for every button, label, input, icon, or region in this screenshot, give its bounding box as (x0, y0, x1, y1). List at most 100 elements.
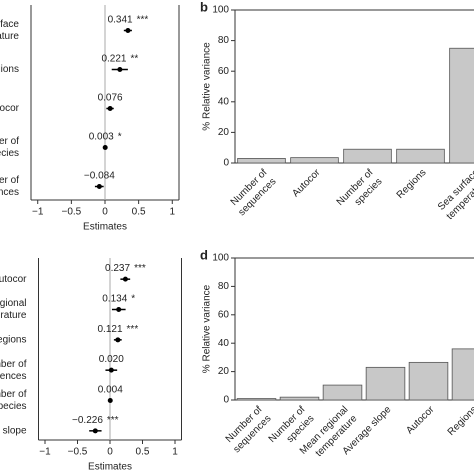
significance: *** (137, 14, 149, 25)
row-label: sequences (0, 371, 27, 382)
value-label: 0.341 *** (108, 14, 149, 25)
y-tick-label: 60 (218, 309, 230, 320)
estimate-point (107, 398, 113, 403)
estimate-point (107, 106, 113, 111)
significance: * (131, 293, 135, 304)
value-text: 0.341 (108, 14, 133, 25)
estimate-point (122, 276, 128, 282)
x-tick-label: 0 (102, 207, 108, 218)
value-label: 0.121 *** (98, 323, 139, 334)
bar (236, 398, 277, 401)
y-tick-label: 100 (212, 253, 229, 264)
value-label: 0.004 (98, 384, 123, 395)
value-label: 0.221 ** (101, 53, 138, 64)
row-label: species (0, 401, 27, 412)
panel-label: b (200, 0, 208, 14)
y-tick-label: 100 (212, 5, 229, 16)
row-label: Mean regional (0, 298, 27, 309)
bar (449, 47, 474, 164)
y-axis-label: % Relative variance (202, 42, 213, 131)
row-label: Regions (0, 334, 27, 345)
value-text: 0.237 (105, 263, 130, 274)
x-tick-label: 1 (169, 207, 175, 218)
y-tick-label: 80 (218, 35, 230, 46)
x-tick-label: 0.5 (132, 207, 146, 218)
row-label: temperature (0, 310, 27, 321)
x-tick-label: Regions (446, 404, 474, 438)
y-tick-label: 40 (218, 338, 230, 349)
y-tick-label: 80 (218, 281, 230, 292)
row-label: Number of (0, 136, 19, 147)
x-tick-label: Autocor (290, 167, 323, 200)
row-label: Number of (0, 359, 27, 370)
y-axis-label: % Relative variance (202, 284, 213, 373)
row-label: species (0, 148, 19, 159)
significance: * (118, 131, 122, 142)
value-label: 0.134 * (102, 293, 135, 304)
y-tick-label: 0 (223, 158, 229, 169)
estimate-point (108, 367, 114, 373)
value-label: 0.020 (99, 354, 124, 365)
significance: *** (127, 323, 139, 334)
value-text: 0.020 (99, 354, 124, 365)
x-axis-label: Estimates (83, 222, 127, 233)
bar (408, 361, 449, 401)
bar (343, 148, 392, 164)
y-tick-label: 20 (218, 127, 230, 138)
x-tick-label: −1 (32, 207, 44, 218)
estimate-point (102, 145, 108, 150)
row-label: Number of (0, 389, 27, 400)
value-text: 0.003 (89, 131, 114, 142)
row-label: temperature (0, 31, 19, 42)
estimate-point (96, 184, 102, 189)
x-tick-label: 0 (107, 447, 113, 458)
row-label: Number of (0, 175, 19, 186)
value-text: −0.226 (72, 414, 103, 425)
panel-label: d (200, 247, 208, 262)
y-tick-label: 60 (218, 66, 230, 77)
value-text: 0.221 (101, 53, 126, 64)
significance: ** (130, 53, 138, 64)
estimate-point (115, 337, 121, 343)
y-tick-label: 20 (218, 366, 230, 377)
row-label: Regions (0, 64, 19, 75)
x-tick-label: −0.5 (68, 447, 88, 458)
x-tick-label: Autocor (404, 404, 437, 437)
row-label: Autocor (0, 274, 27, 285)
x-tick-label: −0.5 (61, 207, 81, 218)
significance: *** (134, 263, 146, 274)
value-label: 0.003 * (89, 131, 122, 142)
value-label: 0.237 *** (105, 263, 146, 274)
estimate-point (117, 67, 123, 72)
x-tick-label: 0.5 (136, 447, 150, 458)
value-text: 0.121 (98, 323, 123, 334)
x-tick-label: Regions (395, 167, 429, 201)
bar (451, 348, 474, 401)
x-tick-label: −1 (39, 447, 51, 458)
y-tick-label: 40 (218, 96, 230, 107)
estimate-point (92, 428, 98, 434)
significance: *** (107, 414, 119, 425)
value-text: −0.084 (84, 170, 115, 181)
bar (279, 396, 320, 401)
y-tick-label: 0 (223, 395, 229, 406)
value-label: 0.076 (98, 92, 123, 103)
bar (322, 384, 363, 401)
bar (237, 158, 286, 164)
estimate-point (125, 28, 131, 33)
x-tick-label: 1 (172, 447, 178, 458)
bar (396, 148, 445, 164)
row-label: Average slope (0, 425, 27, 436)
bar (365, 366, 406, 401)
estimate-point (116, 307, 122, 312)
bar (290, 157, 339, 164)
row-label: Sea surface (0, 19, 19, 30)
value-text: 0.134 (102, 293, 127, 304)
row-label: sequences (0, 187, 19, 198)
value-label: −0.226 *** (72, 414, 119, 425)
row-label: Autocor (0, 103, 20, 114)
value-text: 0.076 (98, 92, 123, 103)
value-label: −0.084 (84, 170, 115, 181)
value-text: 0.004 (98, 384, 123, 395)
